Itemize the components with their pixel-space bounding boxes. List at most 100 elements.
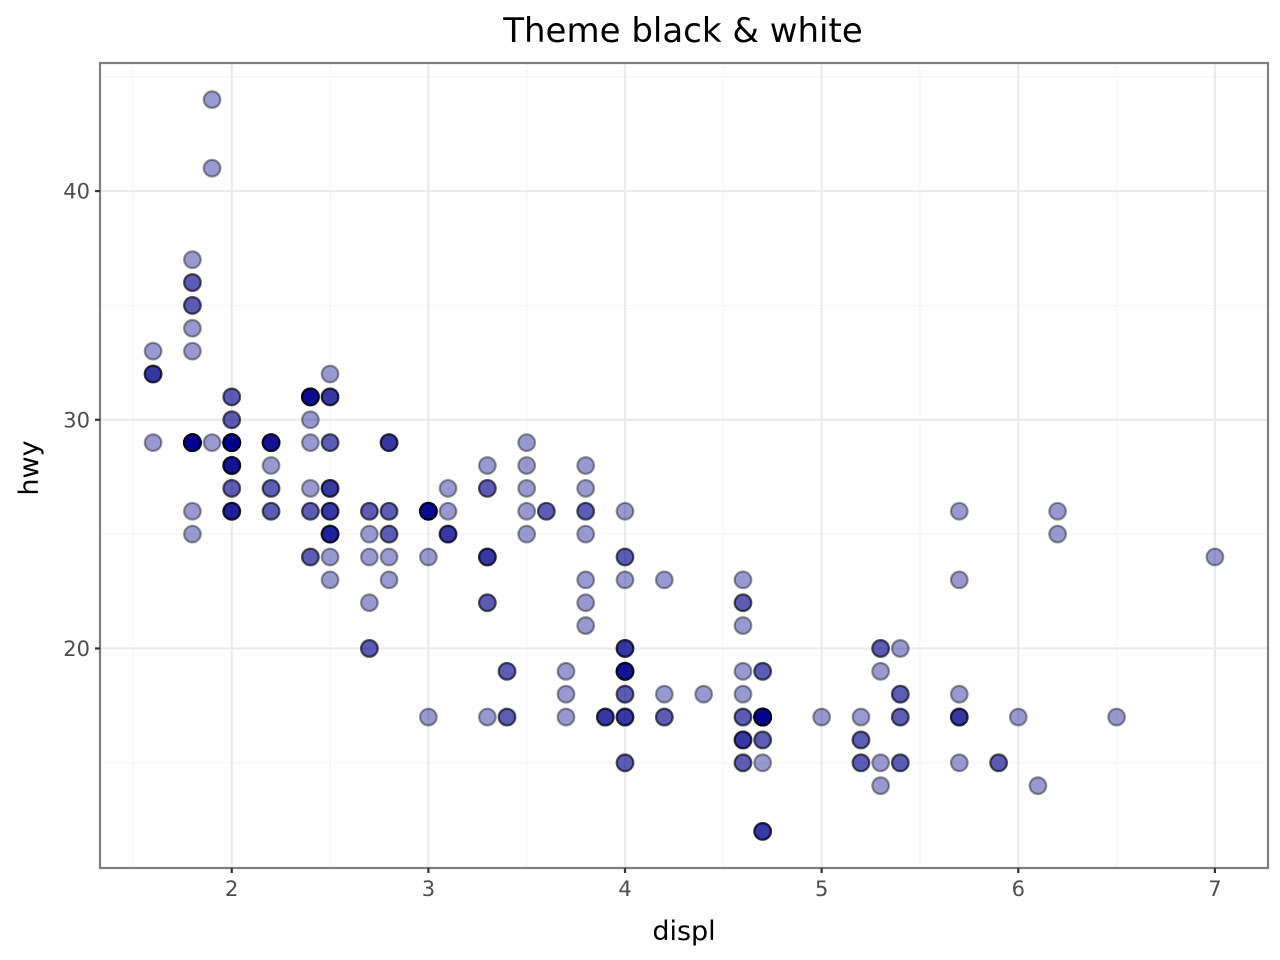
scatter-point xyxy=(753,753,773,773)
scatter-point xyxy=(753,707,773,727)
scatter-point xyxy=(851,753,871,773)
scatter-point xyxy=(989,753,1009,773)
scatter-point xyxy=(851,730,871,750)
scatter-point xyxy=(183,433,202,453)
panel-border xyxy=(98,61,1270,870)
scatter-point xyxy=(418,501,438,521)
scatter-point xyxy=(222,410,242,430)
scatter-point xyxy=(949,684,969,704)
scatter-point xyxy=(753,707,773,727)
scatter-point xyxy=(222,433,242,453)
scatter-point xyxy=(359,639,379,658)
scatter-point xyxy=(261,433,281,453)
scatter-point xyxy=(183,433,202,453)
scatter-point xyxy=(733,707,753,727)
scatter-point xyxy=(183,273,202,292)
scatter-point xyxy=(222,478,242,498)
scatter-point xyxy=(733,707,753,727)
scatter-point xyxy=(418,707,438,727)
scatter-point xyxy=(379,433,399,453)
scatter-point xyxy=(733,684,753,704)
scatter-point xyxy=(183,524,202,544)
scatter-point xyxy=(733,730,753,750)
scatter-point xyxy=(654,707,674,727)
scatter-point xyxy=(753,707,773,727)
scatter-point xyxy=(222,433,242,453)
scatter-point xyxy=(222,456,242,475)
x-tick-label: 5 xyxy=(815,877,828,901)
scatter-point xyxy=(300,387,320,407)
scatter-point xyxy=(576,478,596,498)
scatter-point xyxy=(949,570,969,590)
scatter-point xyxy=(733,730,753,750)
scatter-point xyxy=(183,250,202,270)
plot-panel xyxy=(98,61,1270,870)
grid-major xyxy=(100,63,1268,868)
scatter-point xyxy=(359,524,379,544)
scatter-point xyxy=(222,433,242,453)
scatter-point xyxy=(183,318,202,338)
scatter-point xyxy=(871,753,891,773)
scatter-point xyxy=(320,364,340,384)
scatter-point xyxy=(615,707,635,727)
scatter-point xyxy=(851,707,871,727)
scatter-point xyxy=(615,661,635,681)
scatter-point xyxy=(1107,707,1126,727)
scatter-point xyxy=(615,661,635,681)
scatter-point xyxy=(733,593,753,613)
scatter-point xyxy=(1048,501,1068,521)
scatter-point xyxy=(183,433,202,453)
scatter-point xyxy=(320,501,340,521)
scatter-point xyxy=(379,524,399,544)
scatter-point xyxy=(517,433,537,453)
scatter-point xyxy=(222,433,242,453)
scatter-point xyxy=(694,684,714,704)
scatter-point xyxy=(320,478,340,498)
scatter-point xyxy=(300,501,320,521)
scatter-point xyxy=(576,570,596,590)
scatter-point xyxy=(359,593,379,613)
scatter-point xyxy=(359,639,379,658)
scatter-point xyxy=(615,753,635,773)
scatter-point xyxy=(477,593,497,613)
scatter-point xyxy=(753,707,773,727)
scatter-point xyxy=(320,547,340,567)
x-axis: 2 3 4 5 6 7 xyxy=(225,868,1222,901)
scatter-point xyxy=(477,547,497,567)
scatter-point xyxy=(949,753,969,773)
scatter-point xyxy=(379,570,399,590)
scatter-point xyxy=(359,547,379,567)
scatter-point xyxy=(477,547,497,567)
scatter-point xyxy=(418,501,438,521)
scatter-point xyxy=(320,433,340,453)
scatter-point xyxy=(477,456,497,475)
scatter-point xyxy=(753,822,773,841)
scatter-point xyxy=(871,776,891,796)
scatter-point xyxy=(143,364,163,384)
scatter-point xyxy=(615,639,635,658)
scatter-point xyxy=(753,822,773,841)
scatter-point xyxy=(871,639,891,658)
scatter-point xyxy=(202,433,222,453)
scatter-point xyxy=(202,158,222,178)
scatter-point xyxy=(536,501,556,521)
scatter-point xyxy=(222,387,242,407)
scatter-point xyxy=(222,433,242,453)
scatter-point xyxy=(379,433,399,453)
scatter-point xyxy=(320,478,340,498)
scatter-point xyxy=(949,501,969,521)
scatter-point xyxy=(143,364,163,384)
scatter-point xyxy=(320,501,340,521)
scatter-point xyxy=(320,387,340,407)
scatter-point xyxy=(222,501,242,521)
scatter-point xyxy=(615,547,635,567)
scatter-point xyxy=(261,501,281,521)
scatter-point xyxy=(418,501,438,521)
scatter-point xyxy=(183,433,202,453)
scatter-point xyxy=(202,90,222,109)
scatter-point xyxy=(222,456,242,475)
scatter-point xyxy=(851,730,871,750)
scatter-point xyxy=(222,433,242,453)
scatter-point xyxy=(753,661,773,681)
scatter-point xyxy=(183,433,202,453)
